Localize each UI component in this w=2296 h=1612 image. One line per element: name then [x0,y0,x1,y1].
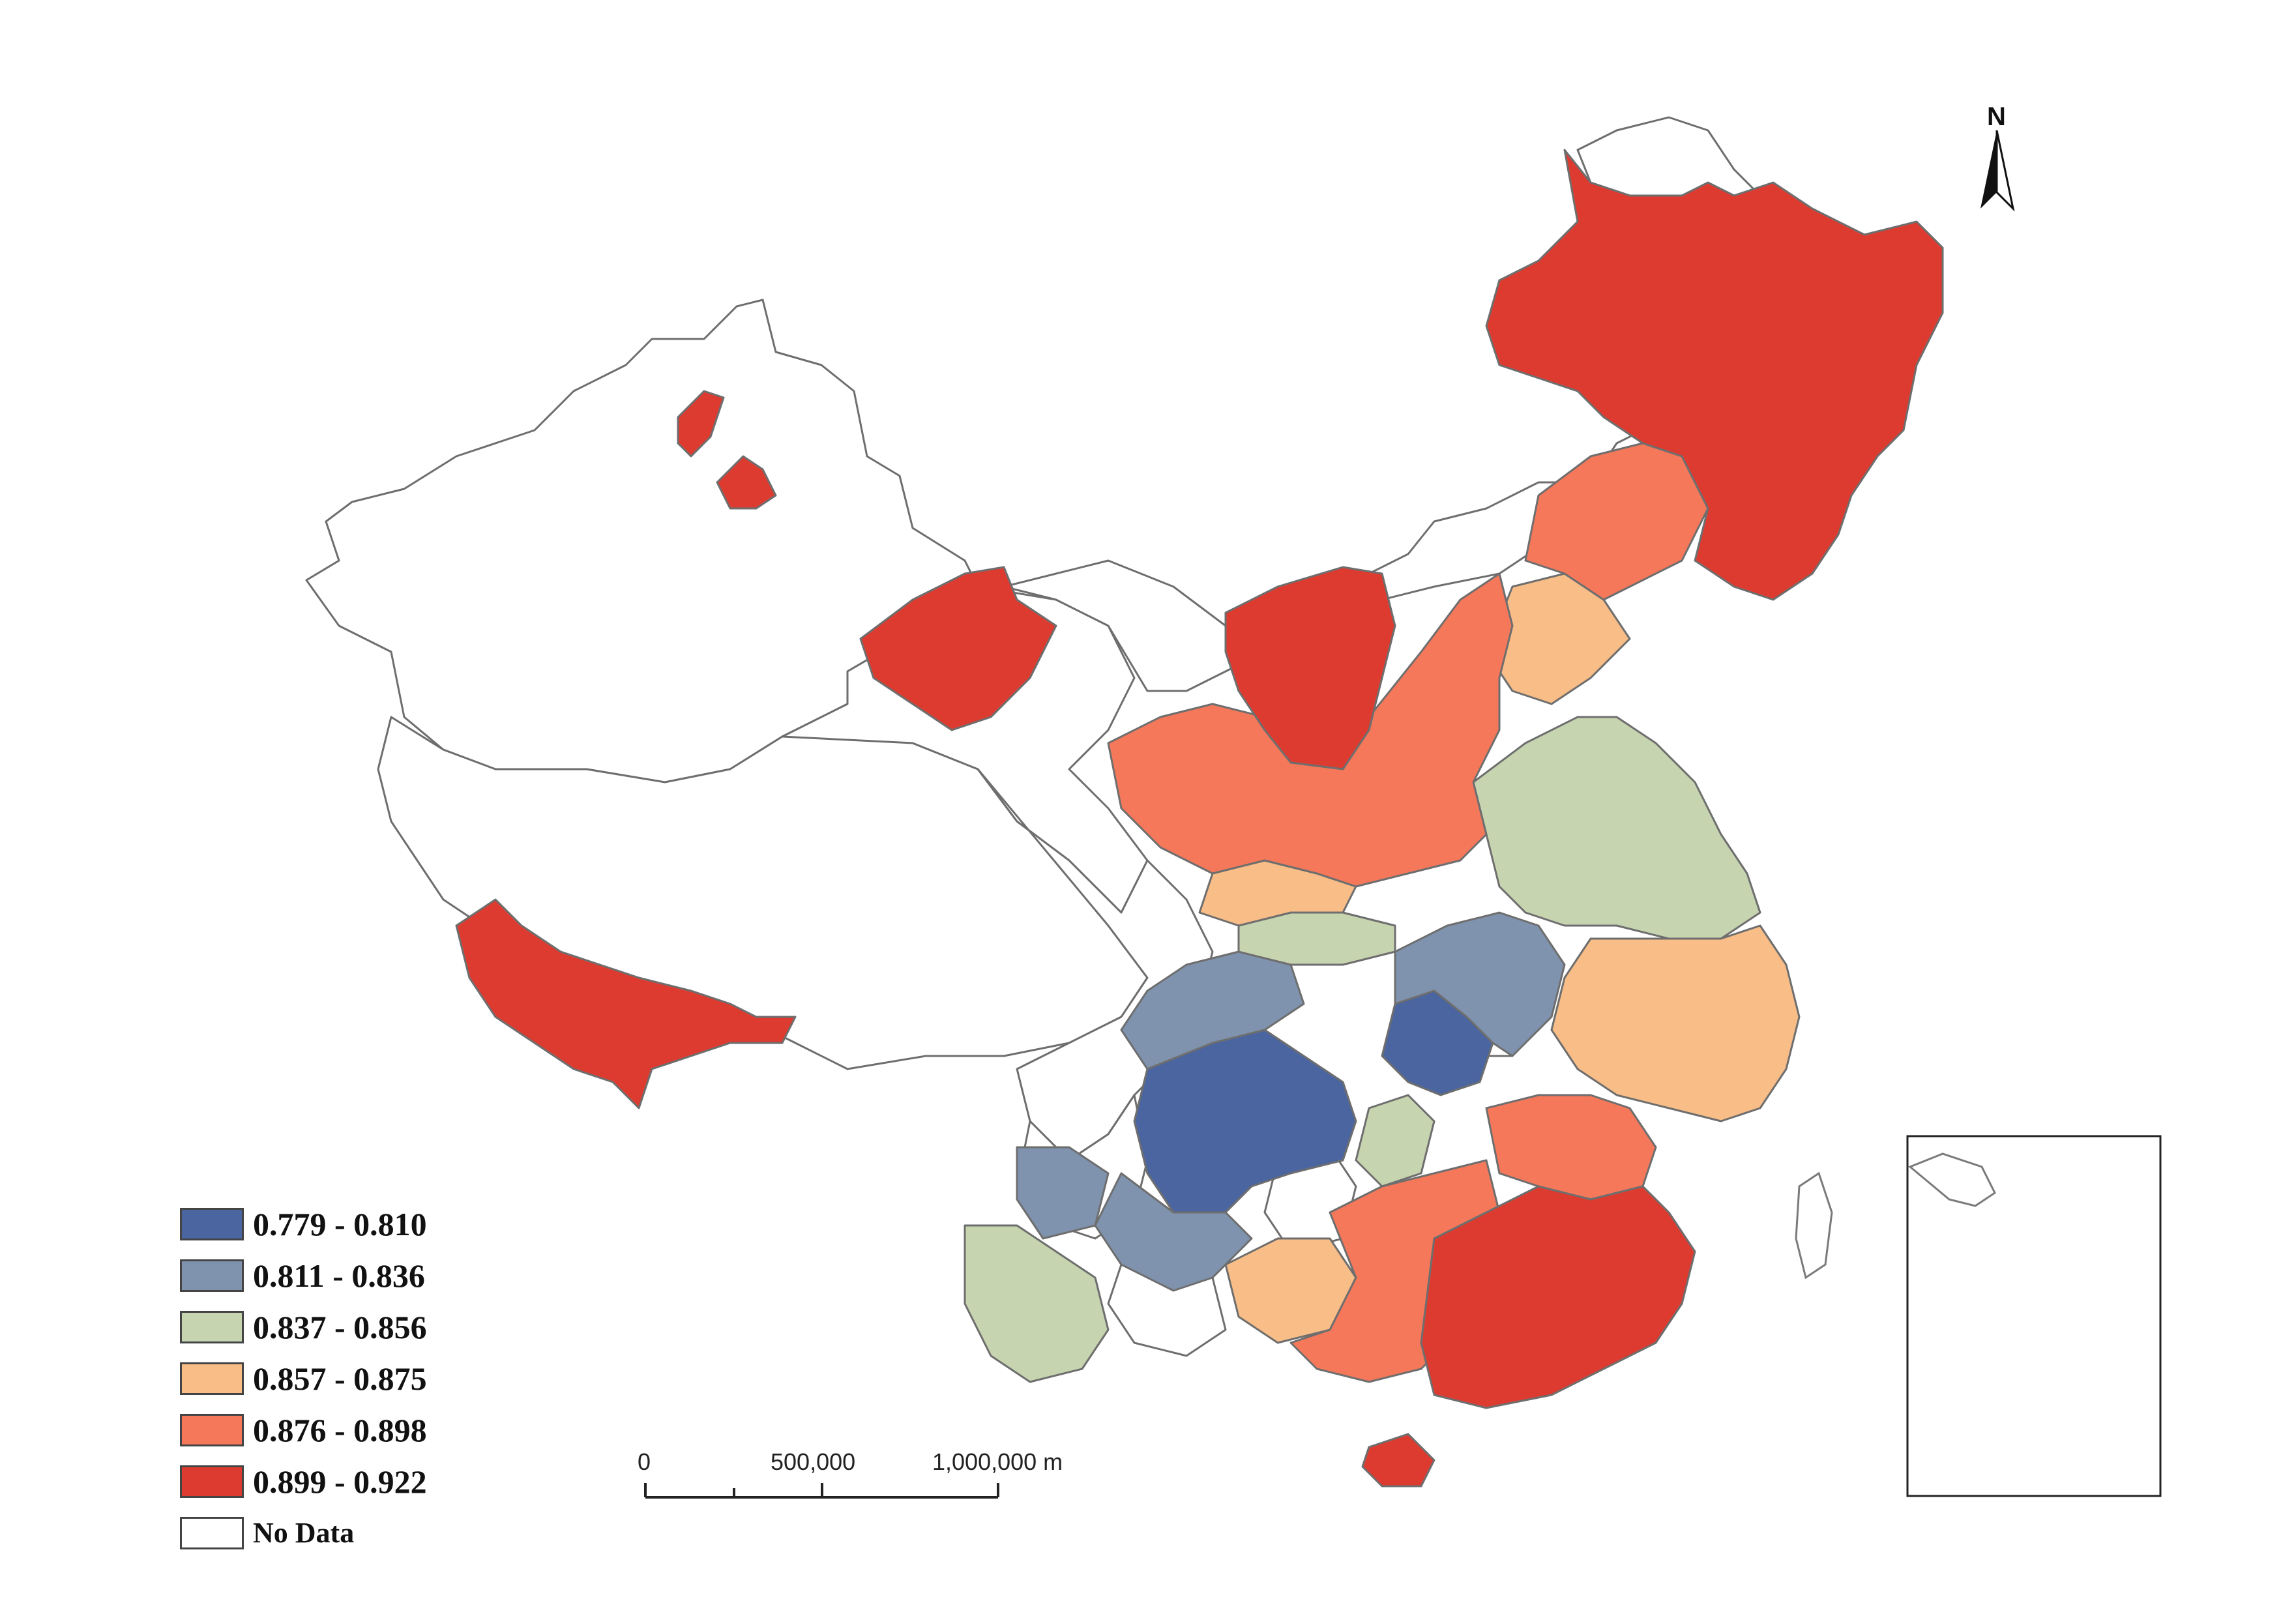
region-chongqing-guizhou [1133,1029,1357,1214]
region-northeast [1485,149,1944,601]
region-zhejiang-fujian [1550,924,1801,1122]
scale-label-0: 0 [638,1448,651,1475]
legend-label: 0.779 - 0.810 [253,1205,427,1242]
region-gansu-west [859,566,1057,731]
legend-label-nodata: No Data [253,1517,355,1549]
region-hubei-henan [1394,911,1566,1057]
legend-label: 0.876 - 0.898 [253,1411,427,1448]
region-jiangxi [1485,1094,1657,1201]
legend-swatch-nodata [180,1516,244,1549]
legend: 0.779 - 0.810 0.811 - 0.836 0.837 - 0.85… [180,1198,427,1559]
legend-item: 0.899 - 0.922 [180,1456,427,1507]
legend-label: 0.899 - 0.922 [253,1463,427,1500]
north-arrow-icon [1980,130,2015,212]
legend-item: 0.779 - 0.810 [180,1198,427,1250]
legend-swatch [180,1310,244,1343]
legend-item: 0.811 - 0.836 [180,1250,427,1301]
legend-label: 0.811 - 0.836 [253,1257,425,1294]
region-shandong-jiangsu [1472,716,1761,940]
north-arrow-label: N [1987,102,2006,131]
legend-item: 0.837 - 0.856 [180,1301,427,1353]
legend-item: 0.876 - 0.898 [180,1404,427,1456]
legend-swatch [180,1207,244,1240]
region-hainan [1361,1433,1435,1487]
legend-label: 0.837 - 0.856 [253,1308,427,1345]
south-china-sea-inset [1906,1135,2162,1497]
legend-swatch [180,1465,244,1498]
inset-coastline [1908,1152,1996,1207]
scale-label-1000000: 1,000,000 m [932,1448,1063,1475]
scale-bar [644,1483,999,1499]
region-liaoning-jilin [1524,442,1709,601]
region-xinjiang-north-2 [716,455,777,510]
legend-item: 0.857 - 0.875 [180,1353,427,1404]
legend-swatch [180,1259,244,1292]
legend-item-nodata: No Data [180,1507,427,1559]
legend-label: 0.857 - 0.875 [253,1360,427,1397]
region-guangdong-fujian [1420,1185,1696,1409]
region-yunnan-east [1016,1146,1110,1240]
legend-swatch [180,1362,244,1395]
region-hunan-east [1355,1094,1435,1188]
region-southwest-tibet [455,898,797,1109]
scale-label-500000: 500,000 [771,1448,855,1475]
legend-swatch [180,1413,244,1446]
region-sichuan-east [1120,950,1305,1070]
region-yunnan-south [964,1224,1110,1383]
region-guizhou-west [1094,1172,1253,1292]
taiwan-outline [1795,1171,1833,1280]
region-inner-mongolia-south [1224,566,1396,770]
region-xinjiang-north-1 [677,390,725,458]
